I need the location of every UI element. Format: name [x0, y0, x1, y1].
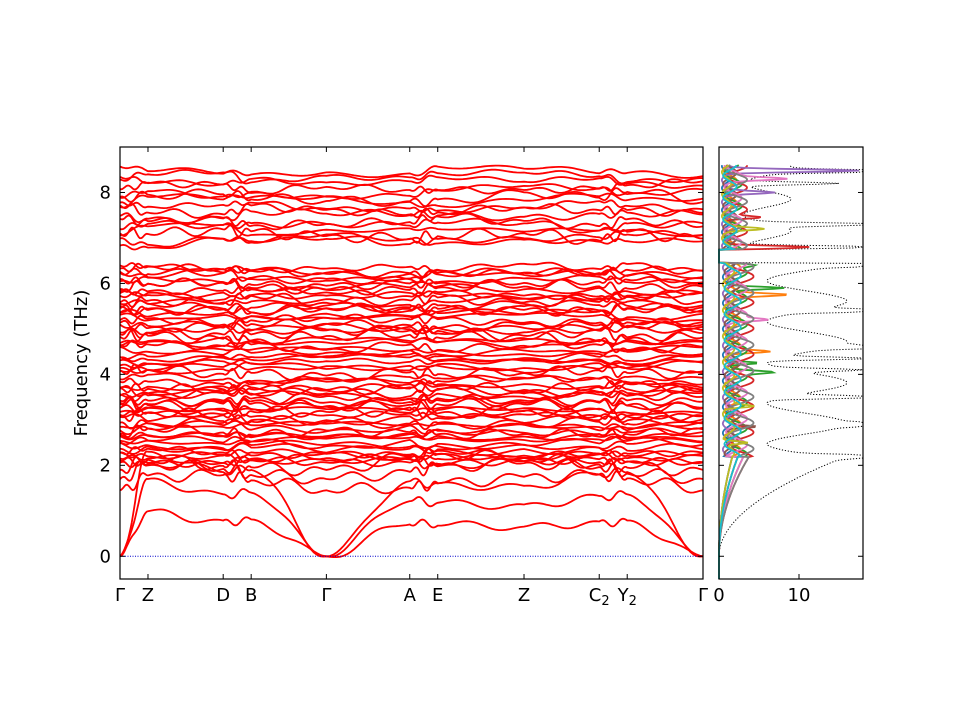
- band-g3-12: [119, 183, 704, 200]
- band-g2-27: [119, 281, 704, 299]
- band-g1-8: [119, 435, 704, 451]
- k-label-9: C2: [589, 585, 610, 609]
- k-label-2: Z: [142, 585, 154, 606]
- band-g2-5: [119, 353, 704, 367]
- band-g2-26: [119, 285, 704, 301]
- band-g2-19: [119, 308, 704, 321]
- y-tick-label-3: 4: [100, 364, 111, 385]
- k-label-11: Γ: [698, 585, 708, 606]
- band-g2-12: [119, 328, 704, 348]
- dos-plot: 0 10: [713, 146, 864, 606]
- band-g3-13: [119, 178, 704, 195]
- k-label-10: Y2: [617, 585, 637, 609]
- band-g3-5: [119, 217, 704, 234]
- dos-lines: [718, 164, 864, 579]
- band-g3-8: [119, 202, 704, 219]
- k-label-1: Γ: [115, 585, 125, 606]
- band-g2-23: [119, 294, 704, 309]
- dos-plot-frame: [718, 146, 864, 580]
- optical-band-low-3: [119, 447, 704, 477]
- band-g1-12: [119, 424, 704, 440]
- band-g1-26: [119, 382, 704, 400]
- band-g2-20: [119, 302, 704, 317]
- band-g1-7: [119, 437, 704, 452]
- band-g3-15: [119, 168, 703, 185]
- band-g2-29: [119, 275, 704, 291]
- band-g1-30: [119, 372, 704, 385]
- band-plot-frame: [119, 146, 704, 580]
- y-tick-label-2: 2: [100, 455, 111, 476]
- band-g3-11: [119, 187, 704, 208]
- band-g2-16: [119, 318, 704, 333]
- band-g2-17: [119, 313, 704, 328]
- band-g1-9: [120, 435, 704, 446]
- total-dos-curve: [718, 164, 864, 579]
- band-g1-29: [119, 374, 704, 389]
- acoustic-band-2: [119, 477, 704, 558]
- k-label-8: Z: [518, 585, 530, 606]
- band-g2-34: [119, 261, 703, 274]
- band-g2-3: [119, 359, 704, 375]
- k-label-3: D: [216, 585, 230, 606]
- band-g3-3: [119, 224, 704, 245]
- band-g1-20: [119, 399, 703, 417]
- band-g1-27: [119, 380, 704, 396]
- band-lines: [119, 164, 704, 558]
- y-tick-label-4: 6: [100, 273, 111, 294]
- y-tick-label-5: 8: [100, 182, 111, 203]
- band-g2-1: [119, 363, 704, 382]
- band-g3-16: [119, 164, 704, 179]
- y-tick-label-1: 0: [100, 546, 111, 567]
- band-g3-9: [119, 199, 704, 214]
- y-axis-label: Frequency (THz): [71, 290, 92, 437]
- band-g3-2: [119, 229, 704, 248]
- dos-x-tick-label-2: 10: [788, 585, 811, 606]
- band-g1-28: [119, 377, 704, 392]
- optical-band-low-1: [119, 468, 704, 495]
- band-g2-33: [119, 262, 704, 279]
- k-label-7: E: [432, 585, 443, 606]
- pdos-curve-7: [718, 164, 788, 579]
- k-label-6: A: [404, 585, 417, 606]
- k-label-4: B: [245, 585, 257, 606]
- band-g2-22: [120, 299, 704, 313]
- band-g3-14: [119, 174, 704, 189]
- band-g2-21: [119, 302, 704, 316]
- band-g2-6: [119, 352, 704, 363]
- band-g2-25: [119, 290, 704, 302]
- band-g1-21: [119, 396, 704, 413]
- pdos-curve-10: [718, 164, 743, 579]
- band-g1-14: [119, 420, 704, 430]
- dos-x-tick-label-1: 0: [713, 585, 724, 606]
- k-label-5: Γ: [321, 585, 331, 606]
- acoustic-band-1: [119, 508, 704, 558]
- band-g1-4: [119, 448, 704, 461]
